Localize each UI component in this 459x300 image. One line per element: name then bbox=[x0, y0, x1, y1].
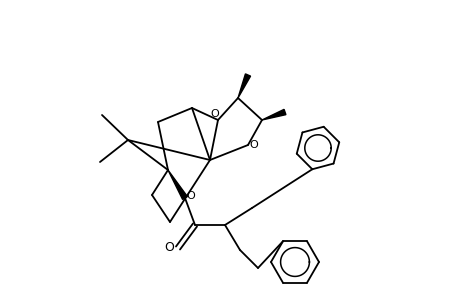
Text: O: O bbox=[249, 140, 258, 150]
Text: O: O bbox=[186, 191, 195, 201]
Polygon shape bbox=[168, 170, 187, 200]
Polygon shape bbox=[237, 74, 250, 98]
Text: O: O bbox=[210, 109, 219, 119]
Text: O: O bbox=[164, 242, 174, 254]
Polygon shape bbox=[262, 110, 285, 120]
